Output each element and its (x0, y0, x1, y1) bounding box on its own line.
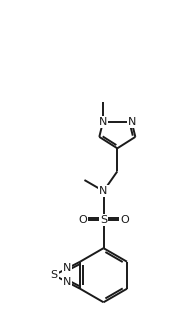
Text: N: N (63, 277, 71, 287)
Text: S: S (51, 270, 58, 280)
Text: N: N (99, 186, 108, 196)
Text: N: N (99, 117, 107, 127)
Text: N: N (128, 117, 136, 127)
Text: O: O (120, 215, 129, 225)
Text: S: S (100, 215, 107, 225)
Text: O: O (78, 215, 87, 225)
Text: N: N (63, 263, 71, 273)
